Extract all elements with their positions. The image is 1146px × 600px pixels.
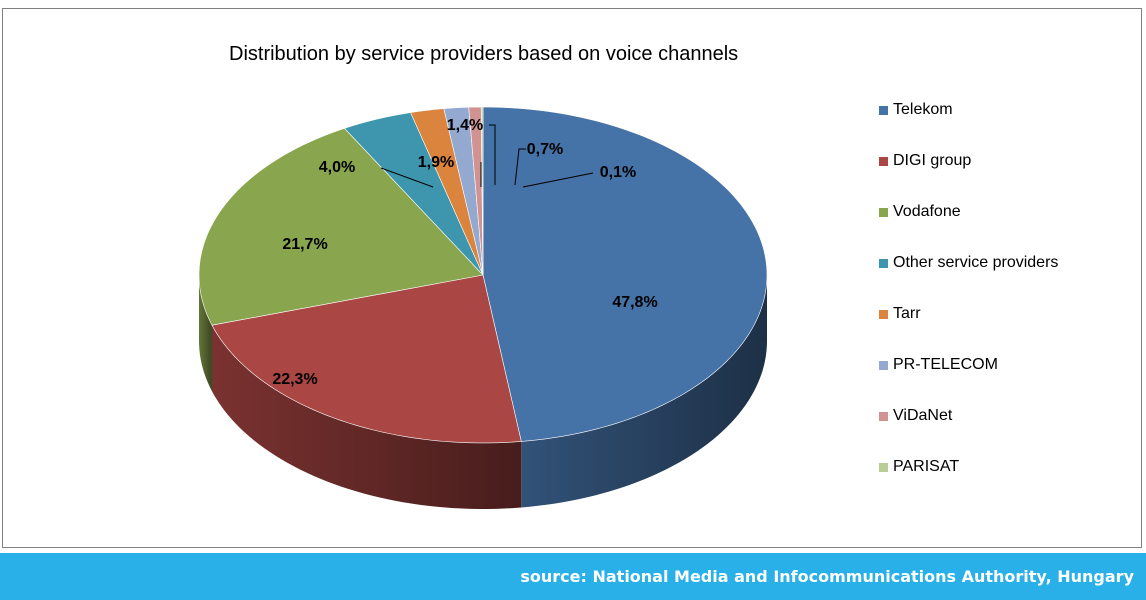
legend-item-pr-telecom: PR-TELECOM (879, 356, 998, 374)
legend-label: PR-TELECOM (893, 356, 998, 373)
pie-side-walls (199, 275, 767, 509)
legend-swatch (879, 105, 888, 115)
leader-line-3 (380, 167, 434, 188)
legend-item-digi-group: DIGI group (879, 152, 971, 170)
data-label-7: 0,1% (600, 164, 636, 181)
data-label-4: 1,9% (418, 154, 454, 171)
leader-line-6 (514, 148, 526, 186)
data-label-6: 0,7% (527, 141, 563, 158)
data-label-0: 47,8% (612, 294, 657, 311)
legend-swatch (879, 258, 888, 268)
legend-item-other-service-providers: Other service providers (879, 254, 1058, 272)
legend-swatch (879, 309, 888, 319)
pie-slice-telekom (482, 106, 768, 442)
data-labels: 47,8% 22,3% 21,7% 4,0% 1,9% 1,4% 0,7% 0,1% (272, 117, 657, 388)
chart-frame: Distribution by service providers based … (2, 8, 1142, 548)
legend-swatch (879, 156, 888, 166)
pie-side-0 (521, 275, 767, 508)
pie-chart: 47,8% 22,3% 21,7% 4,0% 1,9% 1,4% 0,7% 0,1% (198, 106, 768, 509)
legend-label: Telekom (893, 101, 953, 118)
legend-label: PARISAT (893, 458, 960, 475)
data-label-1: 22,3% (272, 371, 317, 388)
legend-label: Tarr (893, 305, 921, 322)
pie-slice-vodafone (198, 127, 484, 326)
pie-slice-parisat (480, 106, 484, 276)
footer-bar: source: National Media and Infocommunica… (0, 553, 1146, 600)
leader-line-7 (522, 172, 594, 188)
legend-label: Vodafone (893, 203, 961, 220)
pie-slice-digi-group (211, 274, 522, 444)
legend-swatch (879, 462, 888, 472)
legend-swatch (879, 360, 888, 370)
data-label-5: 1,4% (447, 117, 483, 134)
pie-slice-other-service-providers (343, 112, 484, 276)
legend-label: ViDaNet (893, 407, 953, 424)
legend-swatch (879, 411, 888, 421)
data-label-2: 21,7% (282, 236, 327, 253)
pie-top-faces (198, 106, 768, 444)
legend-item-vodafone: Vodafone (879, 203, 961, 221)
legend-item-vidanet: ViDaNet (879, 407, 952, 425)
legend-item-tarr: Tarr (879, 305, 921, 323)
legend-item-parisat: PARISAT (879, 458, 959, 476)
pie-side-1 (211, 325, 522, 509)
leader-line-5 (489, 124, 496, 185)
legend-swatch (879, 207, 888, 217)
source-text: source: National Media and Infocommunica… (520, 567, 1134, 586)
legend-label: DIGI group (893, 152, 972, 169)
data-label-3: 4,0% (319, 159, 355, 176)
legend-item-telekom: Telekom (879, 101, 953, 119)
pie-side-2 (199, 275, 212, 392)
chart-title: Distribution by service providers based … (229, 43, 739, 65)
legend-label: Other service providers (893, 254, 1059, 271)
legend: Telekom DIGI group Vodafone Other service p… (879, 9, 1141, 549)
